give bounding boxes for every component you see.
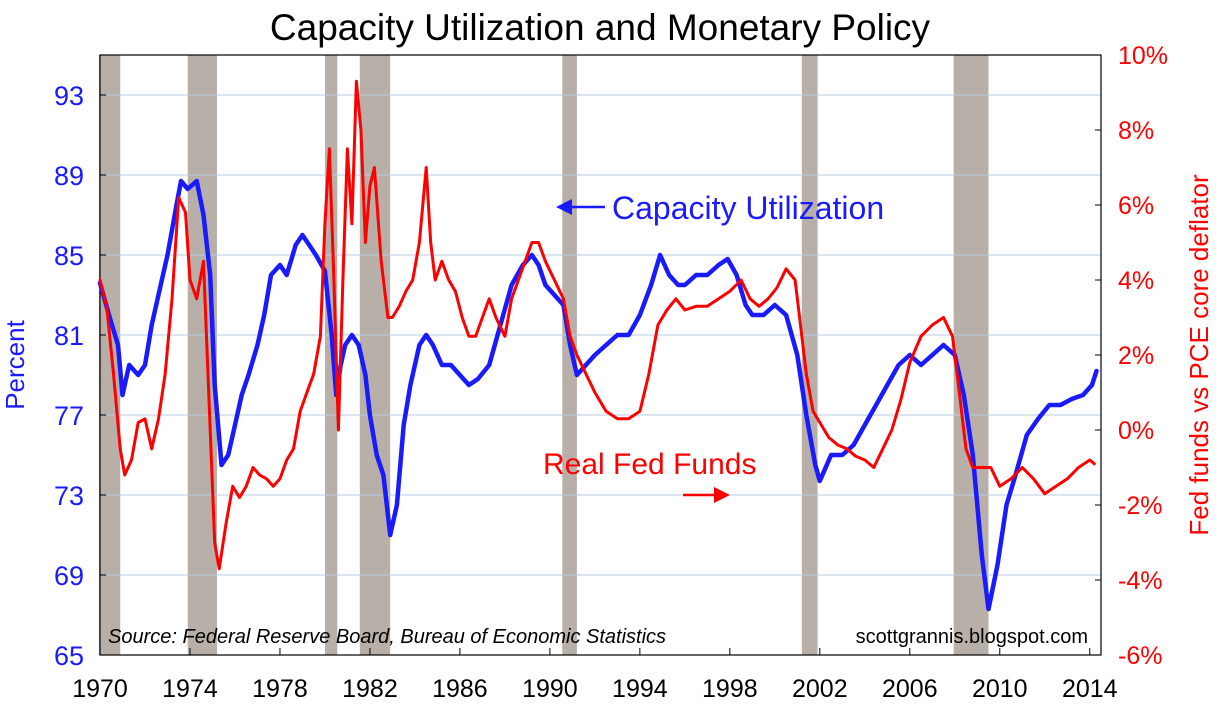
recession-bars xyxy=(98,55,989,655)
recession-bar-0 xyxy=(98,55,121,655)
x-tick-label-9: 2006 xyxy=(882,675,938,703)
left-tick-label-5: 85 xyxy=(54,241,84,271)
recession-bar-3 xyxy=(359,55,391,655)
right-tick-label-8: 10% xyxy=(1118,42,1168,70)
cap-util-arrow-head xyxy=(556,199,572,215)
x-tick-label-7: 1998 xyxy=(702,675,758,703)
x-tick-label-8: 2002 xyxy=(792,675,848,703)
blog-credit: scottgrannis.blogspot.com xyxy=(856,626,1088,648)
chart-title: Capacity Utilization and Monetary Policy xyxy=(270,7,931,48)
right-axis-label: Fed funds vs PCE core deflator xyxy=(1184,174,1214,536)
source-note: Source: Federal Reserve Board, Bureau of… xyxy=(108,626,666,648)
x-tick-label-2: 1978 xyxy=(252,675,308,703)
left-tick-label-2: 73 xyxy=(54,481,84,511)
series-layer xyxy=(97,79,1099,612)
real-ff-arrow-head xyxy=(714,487,730,503)
x-tick-label-3: 1982 xyxy=(342,675,398,703)
x-tick-label-10: 2010 xyxy=(972,675,1028,703)
right-tick-label-7: 8% xyxy=(1118,117,1154,145)
right-axis-ticks: -6% -4% -2% 0% 2% 4% 6% 8% 10% xyxy=(1095,42,1168,670)
right-tick-label-1: -4% xyxy=(1118,567,1162,595)
real-ff-label: Real Fed Funds xyxy=(543,448,756,481)
left-tick-label-7: 93 xyxy=(54,81,84,111)
left-tick-label-4: 81 xyxy=(54,321,84,351)
right-tick-label-5: 4% xyxy=(1118,267,1154,295)
x-tick-label-6: 1994 xyxy=(612,675,668,703)
x-axis-ticks: 1970 1974 1978 1982 1986 1990 1994 1998 2002 2006… xyxy=(72,648,1118,703)
capacity-utilization-annotation: Capacity Utilization xyxy=(556,190,884,226)
left-tick-label-6: 89 xyxy=(54,161,84,191)
right-tick-label-2: -2% xyxy=(1118,492,1162,520)
capacity-utilization-line xyxy=(97,178,1099,612)
recession-bar-4 xyxy=(562,55,577,655)
x-tick-label-0: 1970 xyxy=(72,675,128,703)
x-tick-label-4: 1986 xyxy=(432,675,488,703)
right-tick-label-0: -6% xyxy=(1118,642,1162,670)
right-tick-label-6: 6% xyxy=(1118,192,1154,220)
left-tick-label-0: 65 xyxy=(54,641,84,671)
x-tick-label-1: 1974 xyxy=(162,675,218,703)
gridlines xyxy=(100,94,1101,576)
recession-bar-5 xyxy=(801,55,818,655)
x-tick-label-5: 1990 xyxy=(522,675,578,703)
left-tick-label-3: 77 xyxy=(54,401,84,431)
left-tick-label-1: 69 xyxy=(54,561,84,591)
right-tick-label-4: 2% xyxy=(1118,342,1154,370)
cap-util-label: Capacity Utilization xyxy=(612,190,884,226)
right-tick-label-3: 0% xyxy=(1118,417,1154,445)
plot-background xyxy=(100,55,1101,655)
left-axis-label: Percent xyxy=(0,319,30,409)
real-fed-funds-line xyxy=(98,79,1096,571)
x-tick-label-11: 2014 xyxy=(1062,675,1118,703)
real-fed-funds-annotation: Real Fed Funds xyxy=(543,448,756,503)
left-axis-ticks: 65 69 73 77 81 85 89 93 xyxy=(54,81,106,671)
